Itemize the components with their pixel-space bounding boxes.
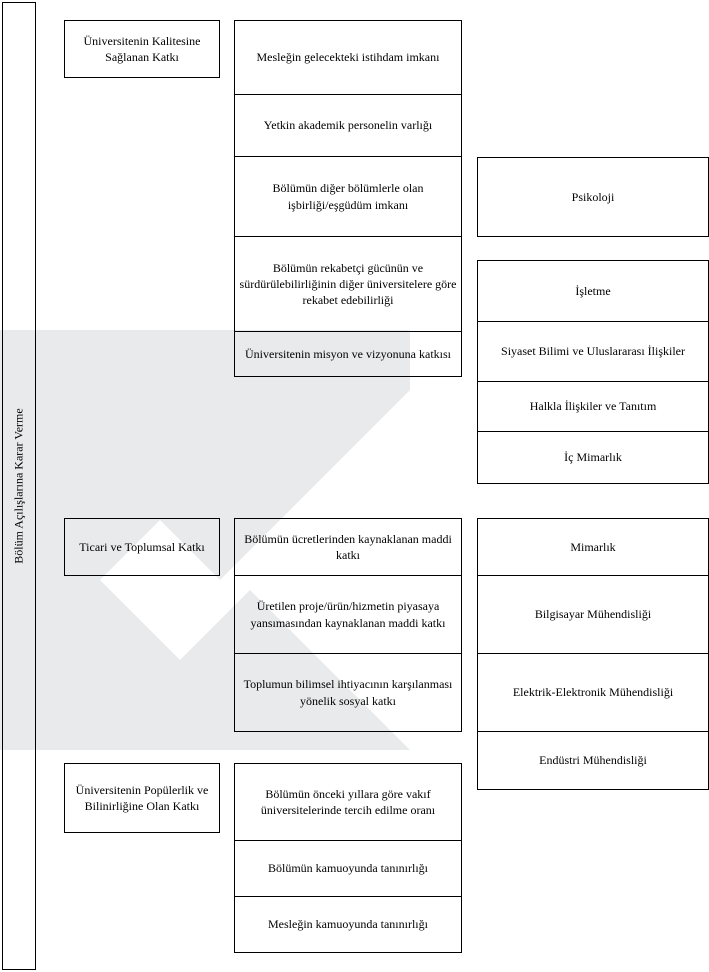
alt-pol-label: Siyaset Bilimi ve Uluslararası İlişkiler bbox=[501, 343, 685, 359]
criteria-popularity-label: Üniversitenin Popülerlik ve Bilinirliğin… bbox=[69, 782, 215, 814]
alt-arch-label: Mimarlık bbox=[570, 539, 615, 555]
sub-future-label: Mesleğin gelecekteki istihdam imkanı bbox=[257, 49, 440, 65]
alt-arch: Mimarlık bbox=[477, 518, 709, 576]
criteria-popularity: Üniversitenin Popülerlik ve Bilinirliğin… bbox=[64, 763, 220, 833]
sub-compete-label: Bölümün rekabetçi gücünün ve sürdürülebi… bbox=[239, 260, 457, 309]
alt-ee-label: Elektrik-Elektronik Mühendisliği bbox=[513, 684, 673, 700]
alt-psych-label: Psikoloji bbox=[572, 189, 615, 205]
alt-pol: Siyaset Bilimi ve Uluslararası İlişkiler bbox=[477, 322, 709, 382]
sub-fees-label: Bölümün ücretlerinden kaynaklanan maddi … bbox=[239, 531, 457, 563]
main-title: Bölüm Açılışlarına Karar Verme bbox=[12, 408, 27, 563]
sub-market-label: Üretilen proje/ürün/hizmetin piyasaya ya… bbox=[239, 598, 457, 630]
sub-market: Üretilen proje/ürün/hizmetin piyasaya ya… bbox=[234, 576, 462, 654]
sub-compete: Bölümün rekabetçi gücünün ve sürdürülebi… bbox=[234, 237, 462, 332]
sub-profrec: Mesleğin kamuoyunda tanınırlığı bbox=[234, 897, 462, 953]
alt-bus-label: İşletme bbox=[575, 283, 610, 299]
alt-psych: Psikoloji bbox=[477, 157, 709, 237]
sub-staff: Yetkin akademik personelin varlığı bbox=[234, 95, 462, 157]
sub-coop: Bölümün diğer bölümlerle olan işbirliği/… bbox=[234, 157, 462, 237]
main-title-box: Bölüm Açılışlarına Karar Verme bbox=[2, 2, 36, 970]
sub-mission-label: Üniversitenin misyon ve vizyonuna katkıs… bbox=[245, 346, 451, 362]
sub-future: Mesleğin gelecekteki istihdam imkanı bbox=[234, 20, 462, 95]
sub-mission: Üniversitenin misyon ve vizyonuna katkıs… bbox=[234, 332, 462, 377]
sub-deptrec: Bölümün kamuoyunda tanınırlığı bbox=[234, 841, 462, 897]
alt-cs: Bilgisayar Mühendisliği bbox=[477, 576, 709, 654]
alt-ind: Endüstri Mühendisliği bbox=[477, 732, 709, 790]
sub-social: Toplumun bilimsel ihtiyacının karşılanma… bbox=[234, 654, 462, 732]
alt-pr-label: Halkla İlişkiler ve Tanıtım bbox=[530, 398, 657, 414]
sub-profrec-label: Mesleğin kamuoyunda tanınırlığı bbox=[268, 916, 428, 932]
alt-cs-label: Bilgisayar Mühendisliği bbox=[535, 606, 651, 622]
alt-ind-label: Endüstri Mühendisliği bbox=[539, 752, 647, 768]
page: Bölüm Açılışlarına Karar Verme Üniversit… bbox=[0, 0, 709, 972]
alt-pr: Halkla İlişkiler ve Tanıtım bbox=[477, 382, 709, 432]
sub-fees: Bölümün ücretlerinden kaynaklanan maddi … bbox=[234, 518, 462, 576]
sub-deptrec-label: Bölümün kamuoyunda tanınırlığı bbox=[268, 860, 428, 876]
criteria-quality: Üniversitenin Kalitesine Sağlanan Katkı bbox=[64, 20, 220, 78]
alt-ee: Elektrik-Elektronik Mühendisliği bbox=[477, 654, 709, 732]
criteria-commercial: Ticari ve Toplumsal Katkı bbox=[64, 518, 220, 576]
sub-pref-label: Bölümün önceki yıllara göre vakıf üniver… bbox=[239, 786, 457, 818]
sub-social-label: Toplumun bilimsel ihtiyacının karşılanma… bbox=[239, 676, 457, 708]
alt-intarch: İç Mimarlık bbox=[477, 432, 709, 484]
alt-bus: İşletme bbox=[477, 260, 709, 322]
criteria-commercial-label: Ticari ve Toplumsal Katkı bbox=[79, 539, 204, 555]
sub-staff-label: Yetkin akademik personelin varlığı bbox=[264, 117, 432, 133]
sub-pref: Bölümün önceki yıllara göre vakıf üniver… bbox=[234, 763, 462, 841]
criteria-quality-label: Üniversitenin Kalitesine Sağlanan Katkı bbox=[69, 33, 215, 65]
sub-coop-label: Bölümün diğer bölümlerle olan işbirliği/… bbox=[239, 180, 457, 212]
alt-intarch-label: İç Mimarlık bbox=[564, 449, 622, 465]
